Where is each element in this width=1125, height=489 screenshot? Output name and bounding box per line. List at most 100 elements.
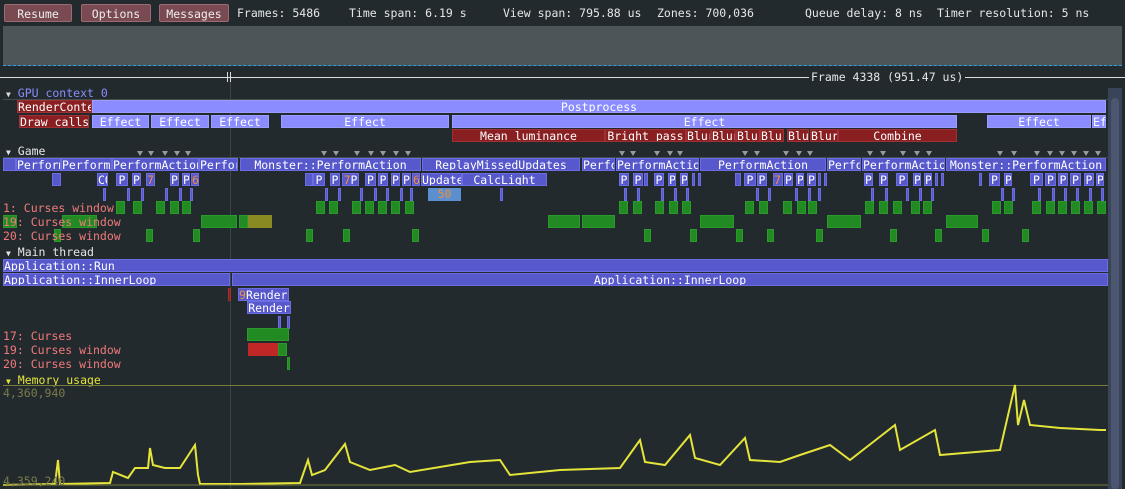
lock-bar[interactable]	[365, 201, 374, 214]
zone-perform-action[interactable]: PerformAction	[61, 158, 112, 171]
zone-small[interactable]	[1001, 188, 1004, 201]
lock-bar[interactable]	[146, 229, 153, 242]
lock-bar[interactable]	[193, 229, 200, 242]
zone-application-run[interactable]: Application::Run	[3, 259, 1108, 272]
message-marker-icon[interactable]	[321, 151, 327, 156]
lock-bar[interactable]	[992, 201, 1001, 214]
zone-perform-action[interactable]: PerformAction	[582, 158, 615, 171]
zone-small[interactable]	[400, 188, 403, 201]
zone-effect[interactable]: Effect	[281, 115, 449, 128]
lock-bar[interactable]	[644, 229, 651, 242]
lock-bar[interactable]	[548, 215, 580, 228]
zone-small[interactable]	[127, 188, 130, 201]
lock-bar[interactable]	[412, 229, 419, 242]
zone-small[interactable]	[1076, 188, 1079, 201]
lock-bar[interactable]	[170, 201, 179, 214]
zone-small[interactable]	[325, 188, 328, 201]
lock-bar[interactable]	[946, 215, 978, 228]
lock-bar[interactable]	[156, 201, 165, 214]
lock-bar[interactable]	[759, 201, 768, 214]
zone-gpu-pass[interactable]: Combine	[838, 129, 957, 142]
lock-bar[interactable]	[923, 201, 932, 214]
lock-bar[interactable]	[278, 343, 287, 356]
message-marker-icon[interactable]	[997, 151, 1003, 156]
zone-small[interactable]	[941, 173, 944, 186]
memory-plot[interactable]	[0, 380, 1108, 489]
game-header[interactable]: ▼ Game	[6, 144, 46, 158]
zone-effect[interactable]: Effect	[452, 115, 957, 128]
lock-bar[interactable]	[343, 229, 350, 242]
lock-bar[interactable]	[890, 229, 897, 242]
zone-small[interactable]	[305, 173, 313, 186]
zone-p[interactable]: P	[182, 173, 190, 186]
zone-p[interactable]: P	[1004, 173, 1012, 186]
message-marker-icon[interactable]	[742, 151, 748, 156]
message-marker-icon[interactable]	[405, 151, 411, 156]
zone-gpu-pass[interactable]: Blur	[760, 129, 784, 142]
lock-bar[interactable]	[582, 215, 615, 228]
zone-draw-calls[interactable]: Draw calls	[19, 115, 89, 128]
lock-bar[interactable]	[1032, 201, 1041, 214]
lock-bar[interactable]	[808, 201, 817, 214]
zone-gpu-pass[interactable]: Blur	[810, 129, 838, 142]
zone-p[interactable]: P	[116, 173, 128, 186]
message-marker-icon[interactable]	[677, 151, 683, 156]
lock-bar[interactable]	[1004, 201, 1013, 214]
zone-p[interactable]: P	[1084, 173, 1094, 186]
message-marker-icon[interactable]	[354, 151, 360, 156]
lock-bar[interactable]	[893, 201, 902, 214]
lock-bar[interactable]	[827, 215, 861, 228]
message-marker-icon[interactable]	[1047, 151, 1053, 156]
frame-graph[interactable]	[3, 26, 1122, 66]
zone-p[interactable]: P	[132, 173, 141, 186]
message-marker-icon[interactable]	[1059, 151, 1065, 156]
lock-bar[interactable]	[797, 201, 806, 214]
zone-small[interactable]	[686, 188, 689, 201]
message-marker-icon[interactable]	[333, 151, 339, 156]
zone-p[interactable]: P	[1070, 173, 1081, 186]
zone-p[interactable]: P	[365, 173, 376, 186]
lock-bar[interactable]	[700, 215, 734, 228]
lock-bar[interactable]	[745, 201, 754, 214]
zone-p[interactable]: P	[668, 173, 676, 186]
lock-bar[interactable]	[54, 229, 61, 242]
zone-7p[interactable]: 7P	[773, 173, 783, 186]
zone-p[interactable]: P	[391, 173, 400, 186]
lock-bar[interactable]	[378, 201, 387, 214]
message-marker-icon[interactable]	[807, 151, 813, 156]
lock-bar[interactable]	[287, 357, 290, 370]
zone-p[interactable]: P	[864, 173, 873, 186]
zone-small[interactable]	[674, 188, 677, 201]
lock-bar[interactable]	[352, 201, 361, 214]
lock-bar[interactable]	[783, 201, 792, 214]
zone-small[interactable]	[756, 188, 759, 201]
zone-gpu-pass[interactable]: Blu	[787, 129, 809, 142]
zone-p[interactable]: P	[924, 173, 932, 186]
zone-small[interactable]	[1038, 188, 1041, 201]
lock-bar[interactable]	[865, 201, 874, 214]
zone-perform-action[interactable]: PerformAction	[827, 158, 861, 171]
zone-small[interactable]	[818, 173, 821, 186]
message-marker-icon[interactable]	[900, 151, 906, 156]
lock-bar[interactable]	[633, 201, 642, 214]
lock-bar[interactable]	[690, 229, 697, 242]
lock-bar[interactable]	[248, 215, 272, 228]
lock-bar[interactable]	[767, 229, 774, 242]
zone-small[interactable]	[644, 173, 648, 186]
messages-button[interactable]: Messages	[159, 4, 229, 22]
zone-count[interactable]: 50	[428, 188, 461, 201]
zone-small[interactable]	[1064, 188, 1067, 201]
zone-p[interactable]: P	[402, 173, 411, 186]
zone-p[interactable]: P	[913, 173, 921, 186]
zone-small[interactable]	[228, 288, 231, 301]
zone-small[interactable]	[386, 188, 389, 201]
lock-bar[interactable]	[879, 201, 888, 214]
zone-p[interactable]: P	[654, 173, 664, 186]
zone-perform-action[interactable]: PerformAction	[616, 158, 699, 171]
lock-bar[interactable]	[816, 229, 823, 242]
zone-small[interactable]	[979, 173, 982, 186]
zone-p[interactable]: P	[757, 173, 767, 186]
lock-bar[interactable]	[329, 201, 338, 214]
zone-render[interactable]: Render	[247, 301, 291, 314]
message-marker-icon[interactable]	[1034, 151, 1040, 156]
